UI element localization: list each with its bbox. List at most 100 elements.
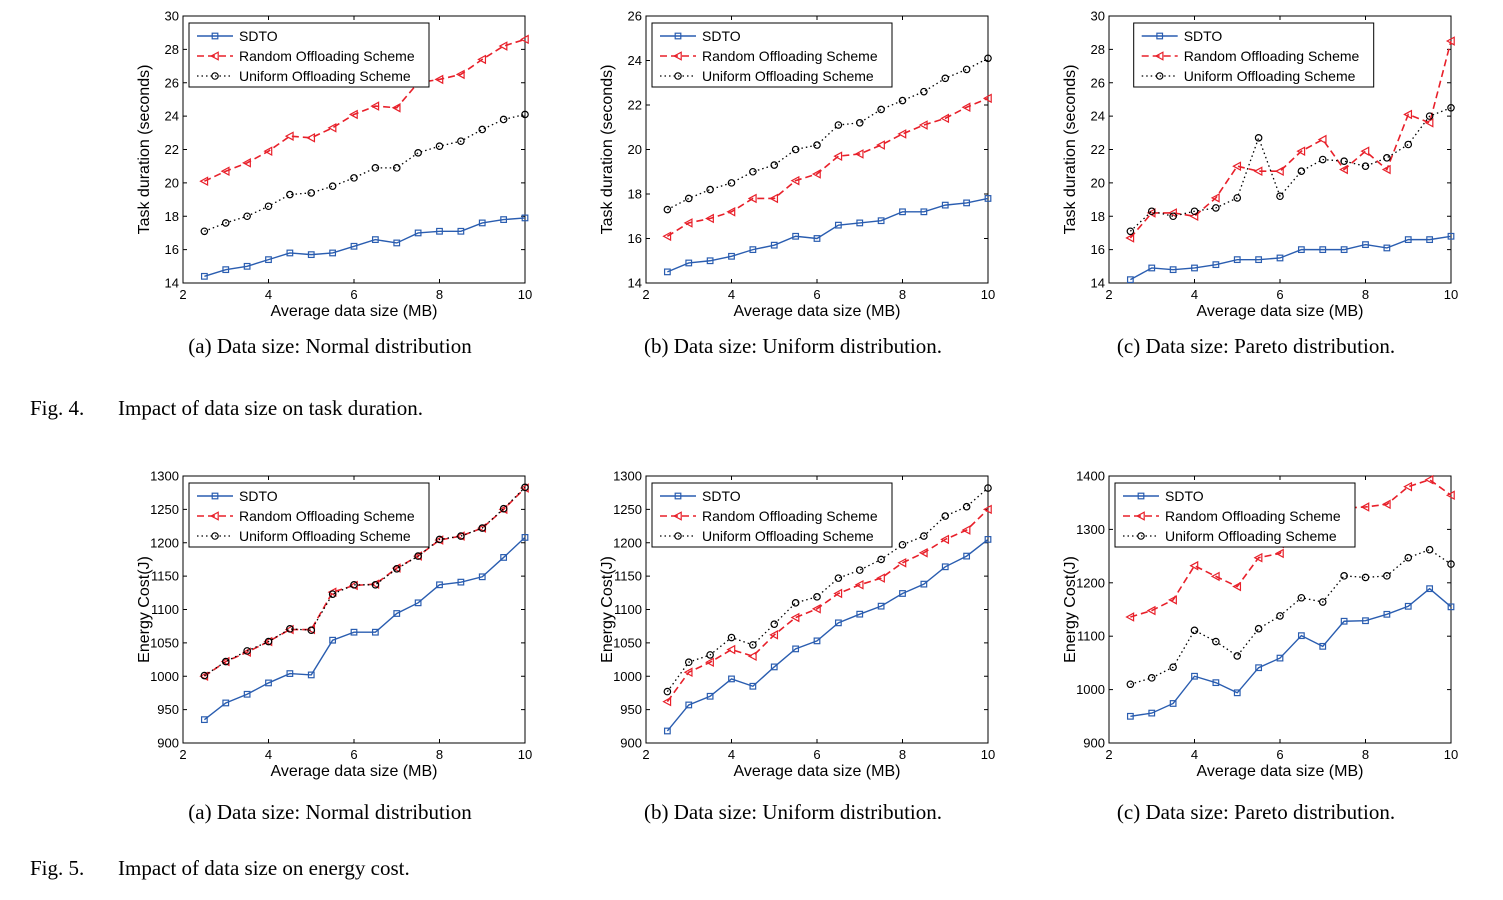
data-point bbox=[436, 581, 443, 589]
series-line bbox=[667, 197, 989, 273]
data-point bbox=[962, 502, 971, 511]
data-point bbox=[1425, 112, 1434, 120]
legend-marker bbox=[211, 72, 219, 80]
y-tick-label: 18 bbox=[1091, 209, 1105, 224]
data-point bbox=[1191, 672, 1198, 680]
data-point bbox=[477, 54, 487, 65]
legend-label: Random Offloading Scheme bbox=[1165, 508, 1341, 524]
x-tick-label: 8 bbox=[899, 747, 906, 762]
data-point bbox=[200, 716, 208, 724]
x-tick-label: 6 bbox=[350, 287, 357, 302]
data-point bbox=[521, 110, 529, 119]
data-point bbox=[982, 504, 992, 515]
y-tick-label: 18 bbox=[628, 187, 642, 202]
series-1 bbox=[662, 93, 992, 242]
data-point bbox=[834, 121, 843, 129]
data-point bbox=[1425, 545, 1434, 554]
data-point bbox=[243, 690, 251, 698]
x-tick-label: 4 bbox=[265, 747, 272, 762]
data-point bbox=[877, 555, 885, 564]
data-point bbox=[1126, 227, 1135, 236]
fig5-panel-b: 900 950 1000 1050 1100 1150 1200 1250 1300 2 4 6 8 10… bbox=[583, 460, 1003, 825]
legend: SDTO Random Offloading Scheme Uniform Offl… bbox=[188, 482, 430, 548]
y-tick-label: 1000 bbox=[613, 669, 642, 684]
y-tick-label: 16 bbox=[1091, 242, 1105, 257]
data-point bbox=[1146, 605, 1156, 616]
series-line bbox=[204, 38, 526, 182]
data-point bbox=[811, 169, 821, 179]
series-2 bbox=[663, 484, 992, 696]
subcaption: (b) Data size: Uniform distribution. bbox=[643, 334, 943, 358]
data-point bbox=[684, 658, 693, 667]
legend-label: Uniform Offloading Scheme bbox=[239, 528, 411, 544]
legend-label: Uniform Offloading Scheme bbox=[1184, 68, 1356, 84]
fig4-panel-a: 14 16 18 20 22 24 26 28 30 2 4 6 8 10 Average data siz… bbox=[120, 0, 540, 359]
legend-marker bbox=[672, 511, 682, 521]
legend: SDTO Random Offloading Scheme Uniform Offl… bbox=[651, 22, 893, 88]
legend-label: Uniform Offloading Scheme bbox=[1165, 528, 1337, 544]
data-point bbox=[1233, 256, 1241, 264]
data-point bbox=[770, 663, 778, 671]
x-tick-label: 10 bbox=[518, 747, 532, 762]
data-point bbox=[833, 588, 843, 599]
y-axis-label: Energy Cost(J) bbox=[599, 556, 616, 663]
data-point bbox=[1445, 490, 1455, 501]
data-point bbox=[1125, 233, 1135, 243]
y-tick-label: 1200 bbox=[150, 535, 179, 550]
data-point bbox=[1404, 602, 1412, 610]
data-point bbox=[1340, 617, 1348, 625]
data-point bbox=[769, 630, 779, 640]
data-point bbox=[1361, 573, 1370, 582]
data-point bbox=[199, 176, 209, 187]
legend-label: Random Offloading Scheme bbox=[1184, 48, 1360, 64]
data-point bbox=[1276, 654, 1284, 662]
data-point bbox=[307, 671, 315, 679]
data-point bbox=[1274, 166, 1284, 177]
data-point bbox=[770, 161, 779, 169]
figure-caption-text: Impact of data size on energy cost. bbox=[118, 856, 410, 880]
data-point bbox=[662, 231, 672, 242]
data-point bbox=[1126, 680, 1135, 689]
data-point bbox=[1232, 581, 1242, 592]
data-point bbox=[1360, 502, 1370, 512]
data-point bbox=[307, 189, 316, 197]
x-tick-label: 10 bbox=[981, 287, 995, 302]
series-1 bbox=[199, 34, 529, 187]
data-point bbox=[747, 651, 757, 662]
data-point bbox=[265, 679, 272, 687]
data-point bbox=[1360, 146, 1370, 156]
legend-marker bbox=[1135, 511, 1145, 521]
figure-caption: Fig. 4. Impact of data size on task durat… bbox=[30, 396, 423, 421]
x-tick-label: 8 bbox=[436, 747, 443, 762]
data-point bbox=[705, 213, 714, 224]
y-tick-label: 1200 bbox=[613, 535, 642, 550]
data-point bbox=[1362, 617, 1369, 625]
data-point bbox=[963, 199, 971, 207]
x-tick-label: 6 bbox=[1276, 747, 1283, 762]
legend-marker bbox=[211, 32, 219, 40]
data-point bbox=[1361, 162, 1370, 170]
x-tick-label: 4 bbox=[1191, 287, 1198, 302]
data-point bbox=[920, 532, 928, 540]
data-point bbox=[455, 69, 465, 80]
x-tick-label: 10 bbox=[1444, 287, 1458, 302]
data-point bbox=[726, 206, 736, 217]
legend: SDTO Random Offloading Scheme Uniform Offl… bbox=[1133, 22, 1375, 88]
x-axis-label: Average data size (MB) bbox=[734, 303, 901, 320]
series-line bbox=[1130, 235, 1452, 281]
x-tick-label: 6 bbox=[813, 747, 820, 762]
subcaption: (c) Data size: Pareto distribution. bbox=[1116, 800, 1396, 824]
series-line bbox=[204, 113, 526, 232]
data-point bbox=[329, 249, 337, 257]
data-point bbox=[328, 590, 337, 598]
legend-marker bbox=[1155, 72, 1164, 80]
data-point bbox=[498, 41, 508, 51]
y-tick-label: 1100 bbox=[614, 602, 642, 617]
data-point bbox=[500, 216, 508, 223]
x-tick-label: 2 bbox=[179, 287, 186, 302]
data-point bbox=[685, 259, 693, 267]
data-point bbox=[436, 227, 443, 235]
data-point bbox=[1169, 700, 1177, 707]
data-point bbox=[1253, 166, 1263, 177]
y-tick-label: 1000 bbox=[150, 669, 179, 684]
